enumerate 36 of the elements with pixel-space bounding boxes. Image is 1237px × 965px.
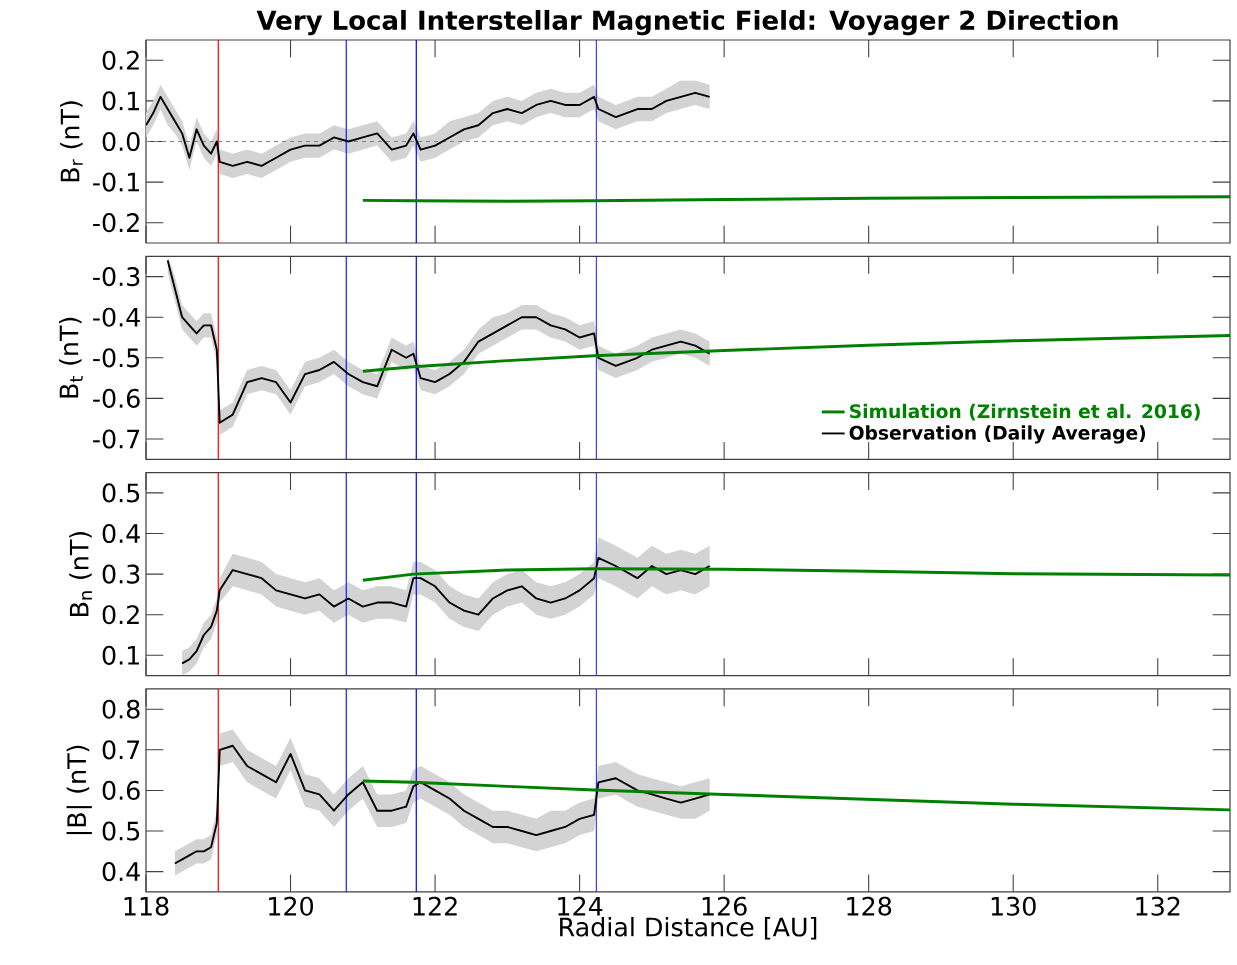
y-tick-label: -0.6 — [93, 388, 140, 408]
x-tick-label: 132 — [1136, 896, 1180, 916]
y-tick-label: -0.1 — [93, 172, 139, 192]
x-tick-label: 126 — [702, 896, 747, 916]
y-tick-label: -0.2 — [93, 213, 139, 233]
legend-label: Observation (Daily Average) — [849, 425, 1146, 444]
y-tick-label: 0.7 — [102, 740, 140, 760]
y-tick-label: 0.8 — [102, 699, 140, 719]
y-tick-label: 0.4 — [102, 523, 140, 544]
y-tick-label: -0.3 — [93, 267, 140, 287]
legend-label: Simulation (Zirnstein et al. 2016) — [850, 403, 1200, 421]
x-tick-label: 118 — [124, 896, 169, 916]
y-tick-label: -0.4 — [93, 307, 140, 327]
x-tick-label: 122 — [413, 896, 457, 916]
x-tick-label: 128 — [847, 896, 892, 916]
y-axis-title: |B| (nT) — [66, 745, 92, 835]
chart-title: Very Local Interstellar Magnetic Field: Voyager 2 Direction — [256, 9, 1118, 36]
x-tick-label: 130 — [991, 896, 1036, 916]
y-tick-label: 0.5 — [102, 821, 140, 841]
y-tick-label: 0.1 — [102, 91, 139, 111]
x-tick-label: 120 — [269, 896, 314, 916]
y-tick-label: 0.2 — [102, 50, 139, 70]
y-tick-label: 0.3 — [102, 564, 140, 584]
y-axis-title: B$_{r}$ (nT) — [60, 101, 83, 182]
y-tick-label: -0.7 — [93, 429, 140, 449]
y-axis-title: B$_{n}$ (nT) — [69, 531, 92, 616]
y-tick-label: 0.1 — [102, 645, 139, 665]
y-tick-label: 0.6 — [102, 780, 140, 800]
x-tick-label: 124 — [558, 896, 603, 916]
y-tick-label: -0.5 — [93, 348, 140, 368]
x-axis-title: Radial Distance [AU] — [560, 916, 817, 940]
y-axis-title: B$_{t}$ (nT) — [58, 317, 83, 398]
y-tick-label: 0.2 — [102, 605, 139, 625]
y-tick-label: 0.5 — [102, 483, 140, 503]
y-tick-label: 0.4 — [102, 862, 140, 882]
y-tick-label: 0.0 — [102, 131, 140, 152]
